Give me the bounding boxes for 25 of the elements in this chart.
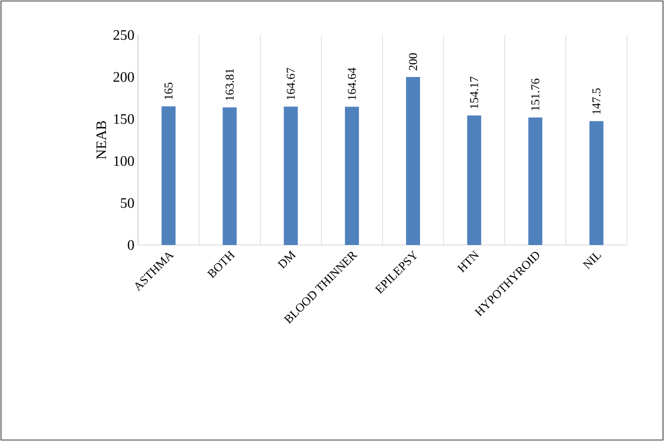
data-label: 151.76 (531, 78, 540, 110)
data-label: 164.64 (348, 68, 356, 100)
bar (284, 106, 298, 245)
data-label: 154.17 (470, 76, 478, 108)
bar (589, 121, 604, 245)
y-tick-label: 50 (120, 198, 134, 208)
bar (344, 106, 359, 245)
data-label: 147.5 (592, 88, 600, 114)
y-tick-label: 150 (114, 114, 134, 124)
y-tick-label: 250 (114, 30, 134, 40)
bar (406, 76, 420, 245)
bar (528, 118, 542, 245)
bar (162, 106, 176, 245)
data-label: 165 (164, 82, 173, 100)
y-axis-title: NEAB (96, 121, 106, 160)
x-tick-label: DM (277, 250, 296, 269)
data-label: 163.81 (226, 68, 234, 100)
y-tick-label: 0 (128, 240, 134, 250)
data-label: 164.67 (286, 68, 295, 100)
data-label: 200 (409, 53, 418, 70)
bar (222, 107, 237, 245)
y-tick-label: 100 (114, 156, 134, 166)
y-tick-label: 200 (114, 72, 134, 82)
x-tick-label: NIL (582, 252, 602, 270)
bar (467, 115, 482, 245)
